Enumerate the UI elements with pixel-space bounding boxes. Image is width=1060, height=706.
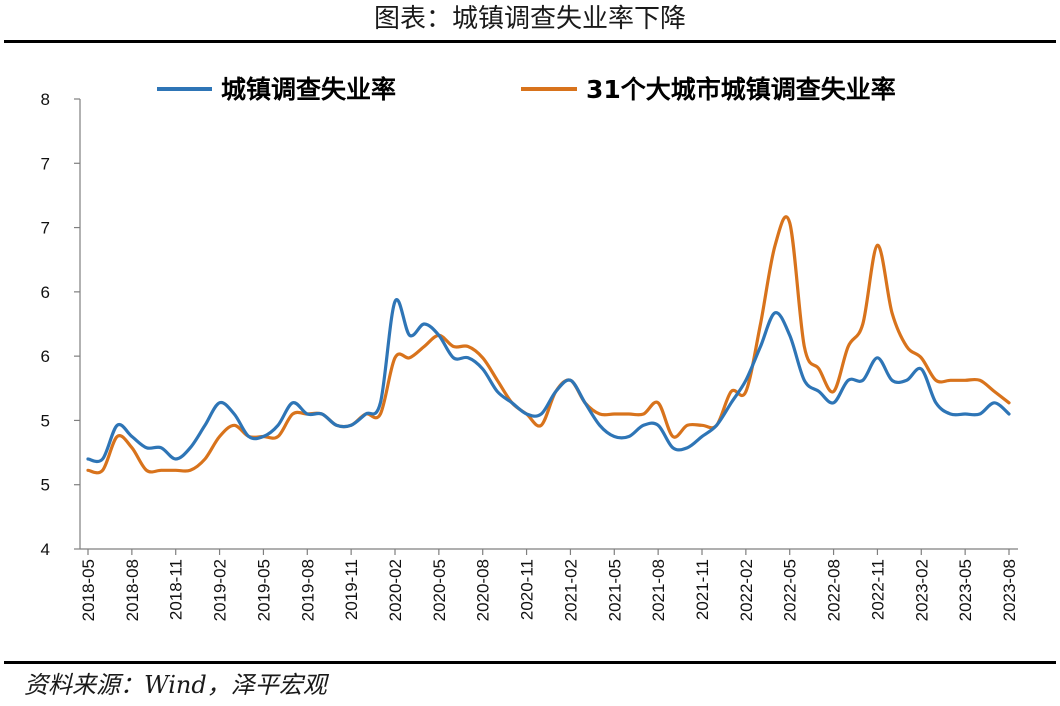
x-tick-label: 2021-05	[605, 559, 624, 621]
y-tick-label: 6	[41, 283, 50, 302]
bottom-rule	[4, 661, 1056, 664]
x-tick-label: 2020-11	[518, 559, 537, 620]
chart-title: 图表：城镇调查失业率下降	[373, 4, 686, 34]
legend-label-31-cities: 31个大城市城镇调查失业率	[586, 75, 896, 104]
y-tick-label: 5	[41, 411, 50, 430]
top-rule	[4, 40, 1056, 43]
y-tick-label: 7	[41, 154, 50, 173]
y-tick-label: 7	[41, 219, 50, 238]
x-tick-label: 2020-08	[474, 559, 493, 621]
x-tick-label: 2021-02	[561, 559, 580, 621]
x-tick-label: 2022-08	[825, 559, 844, 621]
y-axis-ticks: 4 5 5 6 6 7 7 8	[41, 90, 80, 559]
y-tick-label: 6	[41, 347, 50, 366]
source-note: 资料来源：Wind，泽平宏观	[24, 671, 327, 699]
x-tick-label: 2022-02	[737, 559, 756, 621]
x-tick-label: 2019-05	[254, 559, 273, 621]
series-line-urban	[86, 297, 1011, 464]
x-tick-label: 2021-08	[649, 559, 668, 621]
x-tick-label: 2021-11	[693, 559, 712, 620]
x-tick-label: 2019-11	[342, 559, 361, 620]
x-tick-label: 2023-08	[1000, 559, 1019, 621]
legend: 城镇调查失业率 31个大城市城镇调查失业率	[157, 75, 896, 104]
y-tick-label: 5	[41, 476, 50, 495]
x-tick-label: 2020-05	[430, 559, 449, 621]
x-tick-label: 2018-11	[167, 559, 186, 620]
x-tick-label: 2022-05	[781, 559, 800, 621]
series-lines	[86, 215, 1011, 475]
x-tick-label: 2023-05	[956, 559, 975, 621]
y-tick-label: 4	[41, 540, 50, 559]
x-tick-label: 2019-02	[211, 559, 230, 621]
y-tick-label: 8	[41, 90, 50, 109]
x-tick-label: 2022-11	[868, 559, 887, 620]
x-axis-ticks: 2018-05 2018-08 2018-11 2019-02 2019-05 2019-…	[79, 549, 1019, 621]
x-tick-label: 2018-05	[79, 559, 98, 621]
x-tick-label: 2019-08	[298, 559, 317, 621]
legend-label-urban: 城镇调查失业率	[221, 75, 396, 104]
series-line-31-cities	[86, 215, 1011, 475]
x-tick-label: 2018-08	[123, 559, 142, 621]
x-tick-label: 2020-02	[386, 559, 405, 621]
x-tick-label: 2023-02	[912, 559, 931, 621]
chart-axes	[79, 99, 1018, 550]
